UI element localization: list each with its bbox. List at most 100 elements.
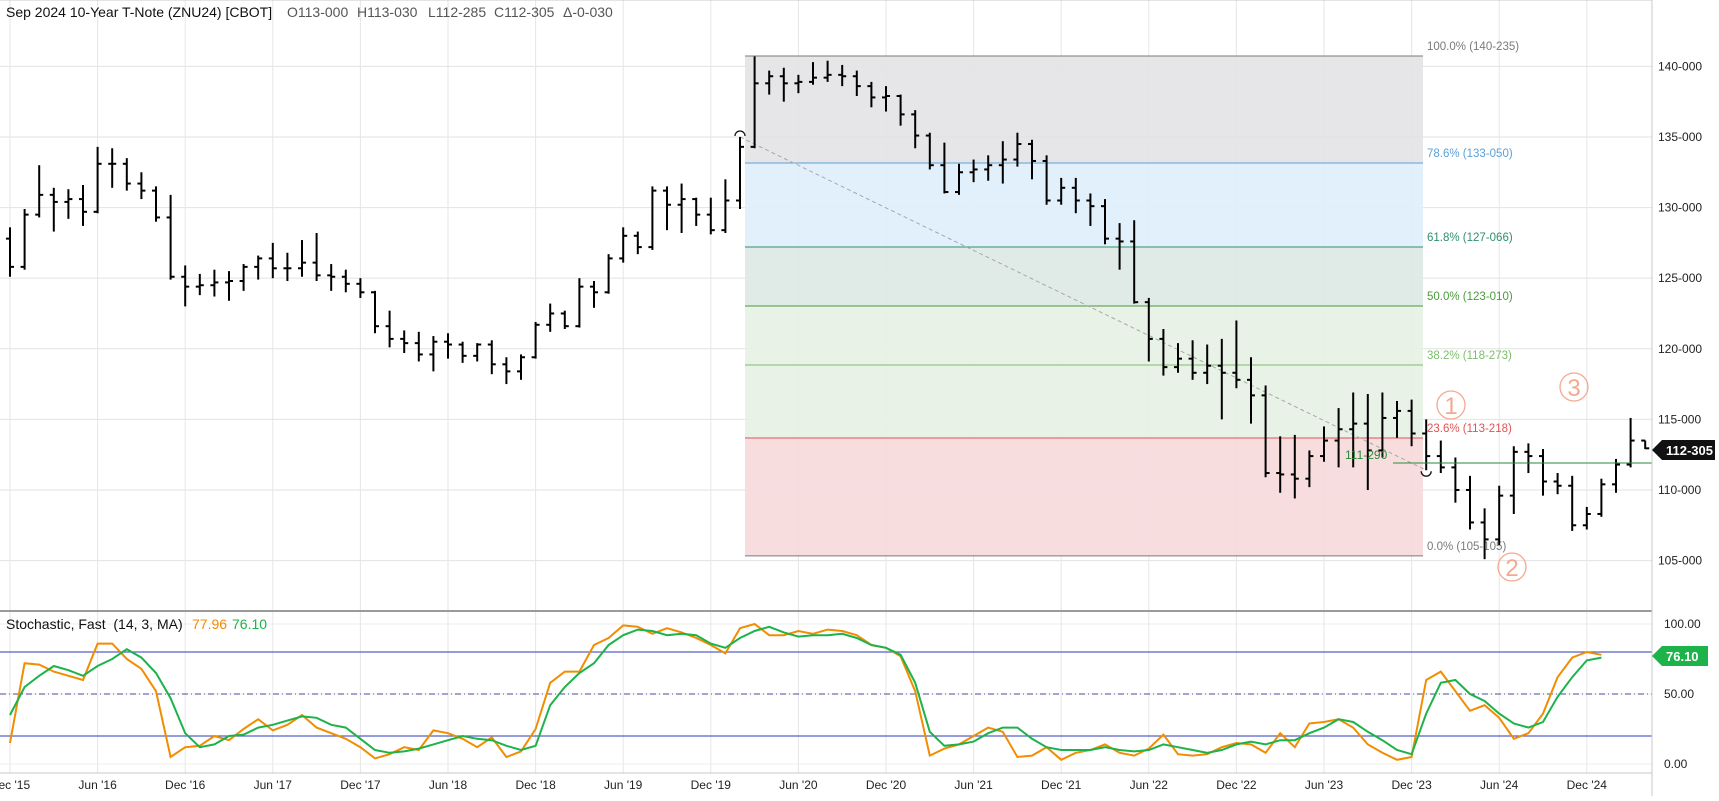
price-tick-label: 110-000 <box>1658 483 1701 497</box>
ohlc-bar <box>779 67 788 102</box>
ohlc-bar <box>1144 297 1153 362</box>
ohlc-bar <box>1188 340 1197 380</box>
ohlc-bar <box>20 208 29 270</box>
fib-zone <box>745 162 1423 247</box>
fib-level-label: 0.0% (105-105) <box>1427 541 1506 553</box>
time-tick-label: Jun '20 <box>779 778 818 792</box>
fib-level-label: 100.0% (140-235) <box>1427 41 1519 53</box>
ohlc-bar <box>1539 449 1547 496</box>
ohlc-bar <box>925 132 934 170</box>
ohlc-bar <box>254 255 263 280</box>
ohlc-bar <box>371 290 379 334</box>
time-tick-label: Jun '24 <box>1480 778 1519 792</box>
ohlc-bar <box>444 333 452 359</box>
time-tick-label: Jun '16 <box>78 778 117 792</box>
time-tick-label: Dec '20 <box>866 778 907 792</box>
wave-1-label: 1 <box>1444 393 1457 420</box>
ohlc-bar <box>122 158 131 191</box>
ohlc-bar <box>1626 417 1635 468</box>
ohlc-bar <box>64 189 73 219</box>
ohlc-bar <box>1422 419 1431 471</box>
ohlc-bar <box>1042 155 1051 205</box>
time-tick-label: Dec '15 <box>0 778 30 792</box>
ohlc-bar <box>1495 485 1504 546</box>
fib-level-label: 61.8% (127-066) <box>1427 232 1513 244</box>
ohlc-bar <box>1378 392 1387 458</box>
ohlc-bar <box>692 197 701 226</box>
ohlc-bar <box>1349 392 1358 468</box>
ohlc-bar <box>1612 458 1620 493</box>
ohlc-bar <box>1057 177 1066 205</box>
fib-level-label: 23.6% (113-218) <box>1427 423 1512 435</box>
ohlc-bar <box>195 273 204 296</box>
ohlc-bar <box>283 252 292 281</box>
price-tick-label: 125-000 <box>1658 271 1702 285</box>
ohlc-bar <box>546 303 555 332</box>
ohlc-bar <box>604 254 613 294</box>
ohlc-bar <box>79 184 87 226</box>
ohlc-bar <box>49 187 58 232</box>
ohlc-bar <box>940 142 949 194</box>
ohlc-bar <box>1130 220 1139 304</box>
fib-zone <box>745 305 1423 366</box>
ohlc-bar <box>239 264 248 291</box>
ohlc-bar <box>955 163 963 195</box>
ohlc-bar <box>108 148 117 188</box>
ohlc-bar <box>590 280 598 308</box>
ohlc-bar <box>1013 132 1022 167</box>
ohlc-bar <box>473 343 482 362</box>
fib-zone <box>745 246 1423 306</box>
fib-anchor-low <box>1420 471 1432 477</box>
ohlc-bar <box>1247 357 1255 424</box>
ohlc-bar <box>1174 343 1182 373</box>
time-tick-label: Jun '22 <box>1130 778 1169 792</box>
ohlc-bar <box>896 94 905 126</box>
ohlc-bar <box>152 186 160 222</box>
ohlc-bar <box>765 70 774 95</box>
ohlc-bar <box>1407 399 1416 447</box>
stochastic-badge: 76.10 <box>1652 646 1708 666</box>
ohlc-bar <box>1290 434 1299 499</box>
wave-2-circle <box>1497 552 1527 582</box>
ohlc-bar <box>838 64 847 87</box>
time-tick-label: Jun '21 <box>954 778 993 792</box>
ohlc-bar <box>1261 385 1270 478</box>
ohlc-bar <box>809 62 817 85</box>
ohlc-bar <box>502 357 511 385</box>
wave-3-circle <box>1559 372 1589 402</box>
ohlc-bar <box>794 74 803 94</box>
fib-anchor-high <box>734 130 746 137</box>
ohlc-bar <box>312 232 321 281</box>
time-tick-label: Dec '17 <box>340 778 381 792</box>
ohlc-bar <box>1553 473 1562 495</box>
ohlc-bar <box>1509 446 1518 514</box>
time-tick-label: Jun '19 <box>604 778 643 792</box>
ohlc-bar <box>911 110 920 149</box>
price-tick-label: 115-000 <box>1658 412 1701 426</box>
ohlc-bar <box>1363 393 1372 490</box>
price-tick-label: 130-000 <box>1658 201 1702 215</box>
ohlc-bar <box>575 278 584 328</box>
time-tick-label: Dec '18 <box>515 778 556 792</box>
ohlc-bar <box>1232 320 1241 389</box>
header-change: Δ-0-030 <box>563 4 613 20</box>
fib-level-label: 38.2% (118-273) <box>1427 350 1512 362</box>
wave-2-label: 2 <box>1505 555 1518 582</box>
ohlc-bar <box>1568 475 1577 531</box>
fib-zone <box>745 365 1423 439</box>
stochastic-k-value: 77.96 <box>192 616 227 632</box>
stoch-d-line <box>9 625 1602 756</box>
ohlc-bar <box>663 186 671 231</box>
price-bars <box>6 56 1650 560</box>
ohlc-bar <box>823 60 832 82</box>
ohlc-bar <box>736 136 744 209</box>
ohlc-bar <box>1086 193 1095 226</box>
ohlc-bar <box>969 159 978 183</box>
ohlc-bar <box>385 310 394 348</box>
stoch-tick-label: 50.00 <box>1664 687 1694 701</box>
ohlc-bar <box>1320 426 1328 462</box>
ohlc-bar <box>1305 450 1314 488</box>
